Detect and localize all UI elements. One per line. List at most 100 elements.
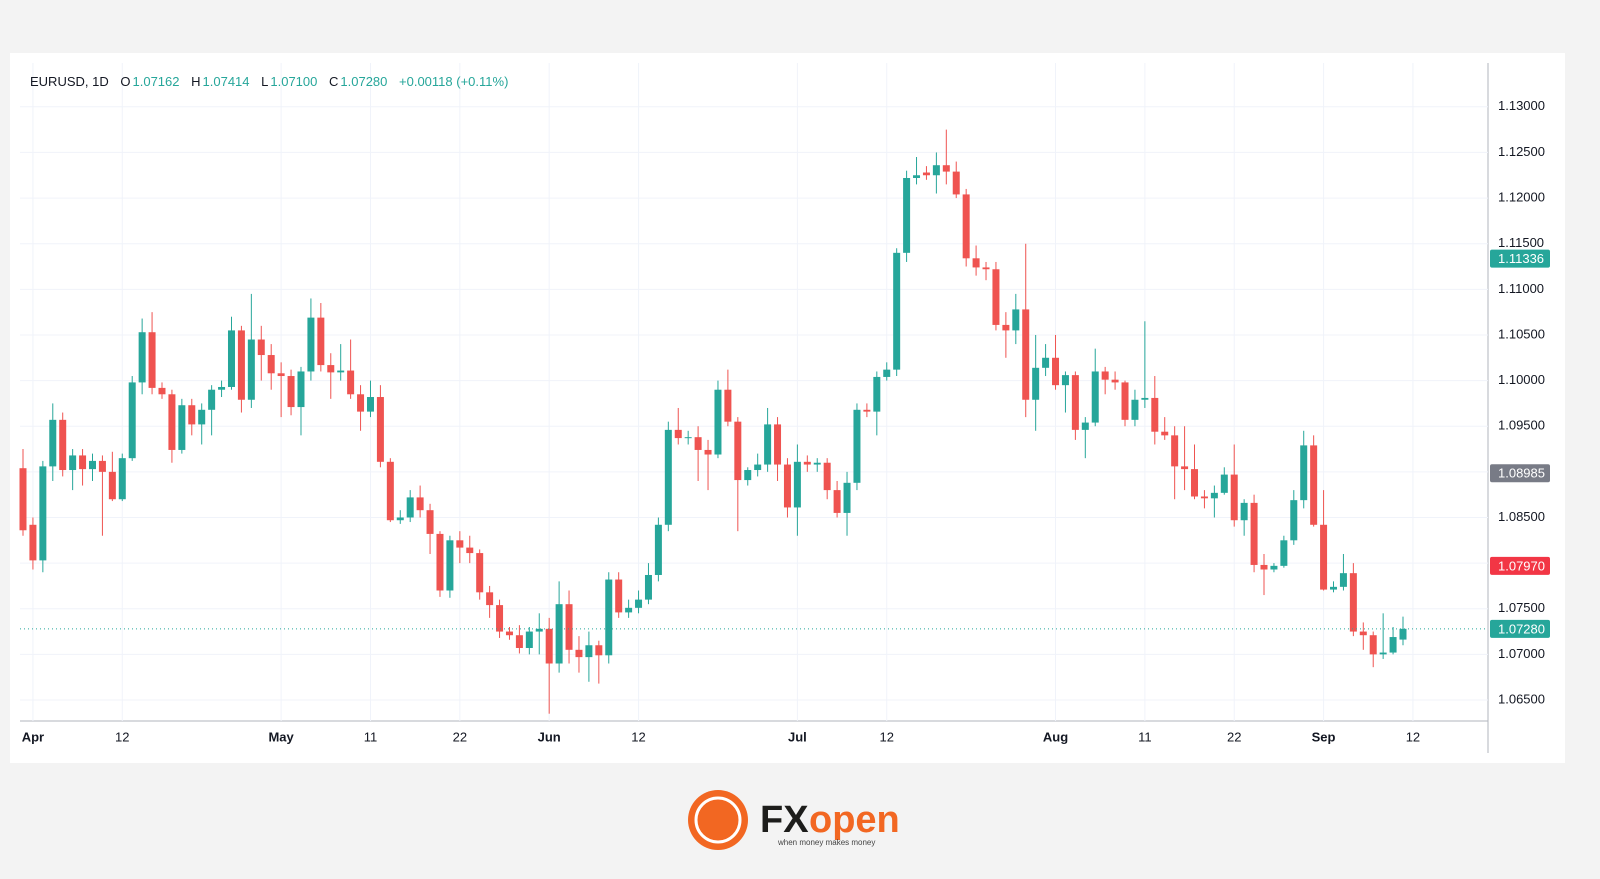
candle-body bbox=[1379, 652, 1387, 655]
candle-body bbox=[1171, 435, 1179, 467]
candle-body bbox=[19, 468, 27, 531]
candle-body bbox=[386, 461, 394, 521]
candle-body bbox=[1081, 422, 1089, 430]
candle-body bbox=[1280, 540, 1288, 566]
candle-body bbox=[436, 533, 444, 591]
y-tick-label: 1.06500 bbox=[1498, 691, 1545, 706]
candle-body bbox=[1071, 375, 1079, 430]
candle-body bbox=[1191, 469, 1199, 497]
candle-body bbox=[1270, 565, 1278, 570]
candle-body bbox=[49, 419, 57, 467]
high-value: 1.07414 bbox=[202, 74, 250, 89]
y-tick-label: 1.12000 bbox=[1498, 190, 1545, 205]
candle-body bbox=[148, 332, 156, 388]
candle-body bbox=[158, 387, 166, 395]
change: +0.00118 (+0.11%) bbox=[399, 74, 509, 89]
candle-body bbox=[783, 464, 791, 508]
y-tick-label: 1.08500 bbox=[1498, 509, 1545, 524]
candle-body bbox=[625, 607, 633, 613]
y-tick-label: 1.09500 bbox=[1498, 418, 1545, 433]
candle-body bbox=[1200, 496, 1208, 499]
candle-body bbox=[764, 424, 772, 465]
candle-body bbox=[883, 369, 891, 377]
candle-body bbox=[1250, 502, 1258, 565]
chart-panel bbox=[10, 53, 1565, 763]
candle-body bbox=[376, 397, 384, 462]
candle-body bbox=[1181, 466, 1189, 470]
candle-body bbox=[903, 177, 911, 253]
x-tick-label: 12 bbox=[880, 729, 894, 744]
y-tick-label: 1.11500 bbox=[1498, 235, 1544, 250]
candle-body bbox=[1339, 573, 1347, 587]
candle-body bbox=[486, 592, 494, 606]
candle-body bbox=[1230, 474, 1238, 521]
x-tick-label: Apr bbox=[22, 729, 44, 744]
candle-body bbox=[605, 579, 613, 656]
candle-body bbox=[525, 631, 533, 648]
price-badge-label: 1.11336 bbox=[1498, 251, 1544, 266]
candle-body bbox=[317, 317, 325, 366]
candle-body bbox=[1052, 357, 1060, 386]
candle-body bbox=[69, 455, 77, 471]
candle-body bbox=[505, 631, 513, 636]
x-tick-label: Jun bbox=[538, 729, 561, 744]
candle-body bbox=[347, 370, 355, 395]
candle-body bbox=[227, 330, 235, 387]
low-label: L bbox=[261, 74, 269, 89]
candle-body bbox=[1359, 631, 1367, 636]
x-tick-label: 22 bbox=[1227, 729, 1241, 744]
candle-body bbox=[515, 635, 523, 648]
x-tick-label: Aug bbox=[1043, 729, 1068, 744]
x-tick-label: 12 bbox=[115, 729, 129, 744]
candle-body bbox=[684, 437, 692, 439]
y-tick-label: 1.13000 bbox=[1498, 98, 1545, 113]
x-tick-label: 12 bbox=[1406, 729, 1420, 744]
x-tick-label: Jul bbox=[788, 729, 807, 744]
candle-body bbox=[1091, 371, 1099, 423]
candle-body bbox=[982, 267, 990, 270]
candle-body bbox=[1320, 524, 1328, 590]
high-label: H bbox=[191, 74, 201, 89]
candle-body bbox=[366, 397, 374, 412]
candle-body bbox=[168, 394, 176, 450]
candle-body bbox=[1369, 635, 1377, 655]
candle-body bbox=[357, 394, 365, 412]
close-value: 1.07280 bbox=[340, 74, 388, 89]
candle-body bbox=[1121, 382, 1129, 420]
candle-body bbox=[297, 371, 305, 408]
candle-body bbox=[1012, 309, 1020, 331]
candle-body bbox=[426, 510, 434, 534]
candle-body bbox=[1210, 492, 1218, 499]
candle-body bbox=[198, 409, 206, 425]
candle-body bbox=[1240, 502, 1248, 521]
y-tick-label: 1.10000 bbox=[1498, 372, 1545, 387]
candle-body bbox=[694, 437, 702, 450]
candle-body bbox=[555, 604, 563, 664]
candle-body bbox=[724, 389, 732, 422]
candle-body bbox=[1389, 637, 1397, 653]
candle-body bbox=[1151, 397, 1159, 432]
candle-body bbox=[98, 460, 106, 472]
candle-body bbox=[654, 524, 662, 575]
candle-body bbox=[1220, 474, 1228, 493]
candle-body bbox=[803, 461, 811, 465]
candle-body bbox=[674, 429, 682, 439]
price-badge-label: 1.07280 bbox=[1498, 621, 1545, 636]
brand-tagline: when money makes money bbox=[777, 838, 875, 847]
candle-body bbox=[79, 455, 87, 470]
candle-body bbox=[1300, 445, 1308, 501]
price-badge bbox=[1490, 619, 1550, 638]
candle-body bbox=[635, 599, 643, 608]
candle-body bbox=[307, 317, 315, 372]
price-badge-label: 1.07970 bbox=[1498, 558, 1545, 573]
candle-body bbox=[754, 464, 762, 471]
candle-body bbox=[813, 462, 821, 465]
candle-body bbox=[267, 355, 275, 374]
candle-body bbox=[247, 339, 255, 400]
candle-body bbox=[913, 175, 921, 178]
candle-body bbox=[942, 165, 950, 172]
candle-body bbox=[287, 376, 295, 408]
candle-body bbox=[744, 470, 752, 481]
